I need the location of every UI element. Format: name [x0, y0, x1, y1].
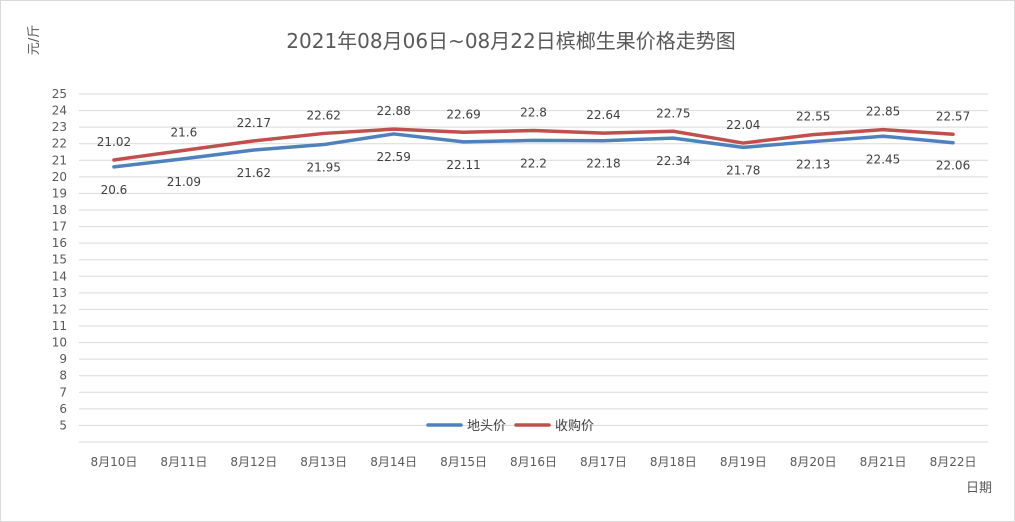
data-label: 22.62	[307, 108, 341, 122]
x-tick-label: 8月19日	[720, 455, 767, 469]
data-label: 22.59	[376, 150, 410, 164]
x-tick-label: 8月13日	[300, 455, 347, 469]
legend-label-0[interactable]: 地头价	[467, 419, 506, 434]
x-tick-label: 8月18日	[650, 455, 697, 469]
y-tick-label: 23	[52, 120, 67, 134]
y-tick-label: 22	[52, 137, 67, 151]
y-tick-label: 15	[52, 253, 67, 267]
y-axis-label: 元/斤	[27, 25, 42, 55]
data-label: 22.75	[656, 106, 690, 120]
data-label: 22.88	[376, 104, 410, 118]
data-label: 22.8	[520, 105, 547, 119]
data-label: 22.11	[446, 158, 480, 172]
y-tick-label: 17	[52, 220, 67, 234]
data-label: 22.45	[866, 152, 900, 166]
y-axis-ticks: 5 6 7 8 9 10 11 12 13 14 15 16 17 18 19 20 21 22 23 24 25	[52, 87, 67, 432]
legend[interactable]: 地头价 收购价	[426, 418, 594, 434]
y-tick-label: 6	[59, 402, 67, 416]
data-label: 21.09	[167, 175, 201, 189]
data-label: 22.64	[586, 108, 620, 122]
data-label: 22.06	[936, 159, 970, 173]
y-tick-label: 12	[52, 302, 67, 316]
x-tick-label: 8月22日	[930, 455, 977, 469]
data-label: 21.78	[726, 163, 760, 177]
y-tick-label: 19	[52, 186, 67, 200]
data-label: 22.17	[237, 116, 271, 130]
x-tick-label: 8月14日	[370, 455, 417, 469]
y-tick-label: 7	[59, 385, 67, 399]
x-tick-label: 8月21日	[860, 455, 907, 469]
y-tick-label: 8	[59, 369, 67, 383]
y-tick-label: 11	[52, 319, 67, 333]
x-axis-label: 日期	[966, 481, 992, 496]
data-label: 22.57	[936, 109, 970, 123]
x-tick-label: 8月17日	[580, 455, 627, 469]
data-label: 21.95	[307, 161, 341, 175]
y-tick-label: 18	[52, 203, 67, 217]
data-label: 22.55	[796, 110, 830, 124]
series-line-0[interactable]	[112, 132, 955, 169]
x-axis-ticks: 8月10日 8月11日 8月12日 8月13日 8月14日 8月15日 8月16日 8月17日…	[91, 455, 977, 469]
series-line-1[interactable]	[112, 127, 955, 162]
y-tick-label: 10	[52, 336, 67, 350]
x-tick-label: 8月10日	[91, 455, 138, 469]
y-tick-label: 20	[52, 170, 67, 184]
data-label: 21.02	[97, 135, 131, 149]
data-label: 22.34	[656, 154, 690, 168]
x-tick-label: 8月11日	[160, 455, 207, 469]
y-tick-label: 24	[52, 104, 67, 118]
y-tick-label: 25	[52, 87, 67, 101]
y-tick-label: 16	[52, 236, 67, 250]
data-label: 22.85	[866, 105, 900, 119]
y-tick-label: 14	[52, 269, 67, 283]
gridlines	[79, 93, 988, 443]
data-label: 22.04	[726, 118, 760, 132]
y-tick-label: 5	[59, 418, 67, 432]
data-label: 20.6	[101, 183, 128, 197]
y-tick-label: 21	[52, 153, 67, 167]
x-tick-label: 8月16日	[510, 455, 557, 469]
y-tick-label: 9	[59, 352, 67, 366]
x-tick-label: 8月15日	[440, 455, 487, 469]
x-tick-label: 8月20日	[790, 455, 837, 469]
data-label: 21.6	[171, 125, 198, 139]
data-label: 22.13	[796, 158, 830, 172]
chart-title: 2021年08月06日~08月22日槟榔生果价格走势图	[286, 29, 735, 53]
data-label: 22.18	[586, 157, 620, 171]
legend-label-1[interactable]: 收购价	[555, 418, 594, 434]
data-label: 22.69	[446, 107, 480, 121]
y-tick-label: 13	[52, 286, 67, 300]
series-lines	[112, 127, 955, 169]
data-label: 21.62	[237, 166, 271, 180]
x-tick-label: 8月12日	[230, 455, 277, 469]
data-labels: 20.6 21.09 21.62 21.95 22.59 22.11 22.2 22.18 22…	[97, 104, 970, 197]
data-label: 22.2	[520, 156, 547, 170]
